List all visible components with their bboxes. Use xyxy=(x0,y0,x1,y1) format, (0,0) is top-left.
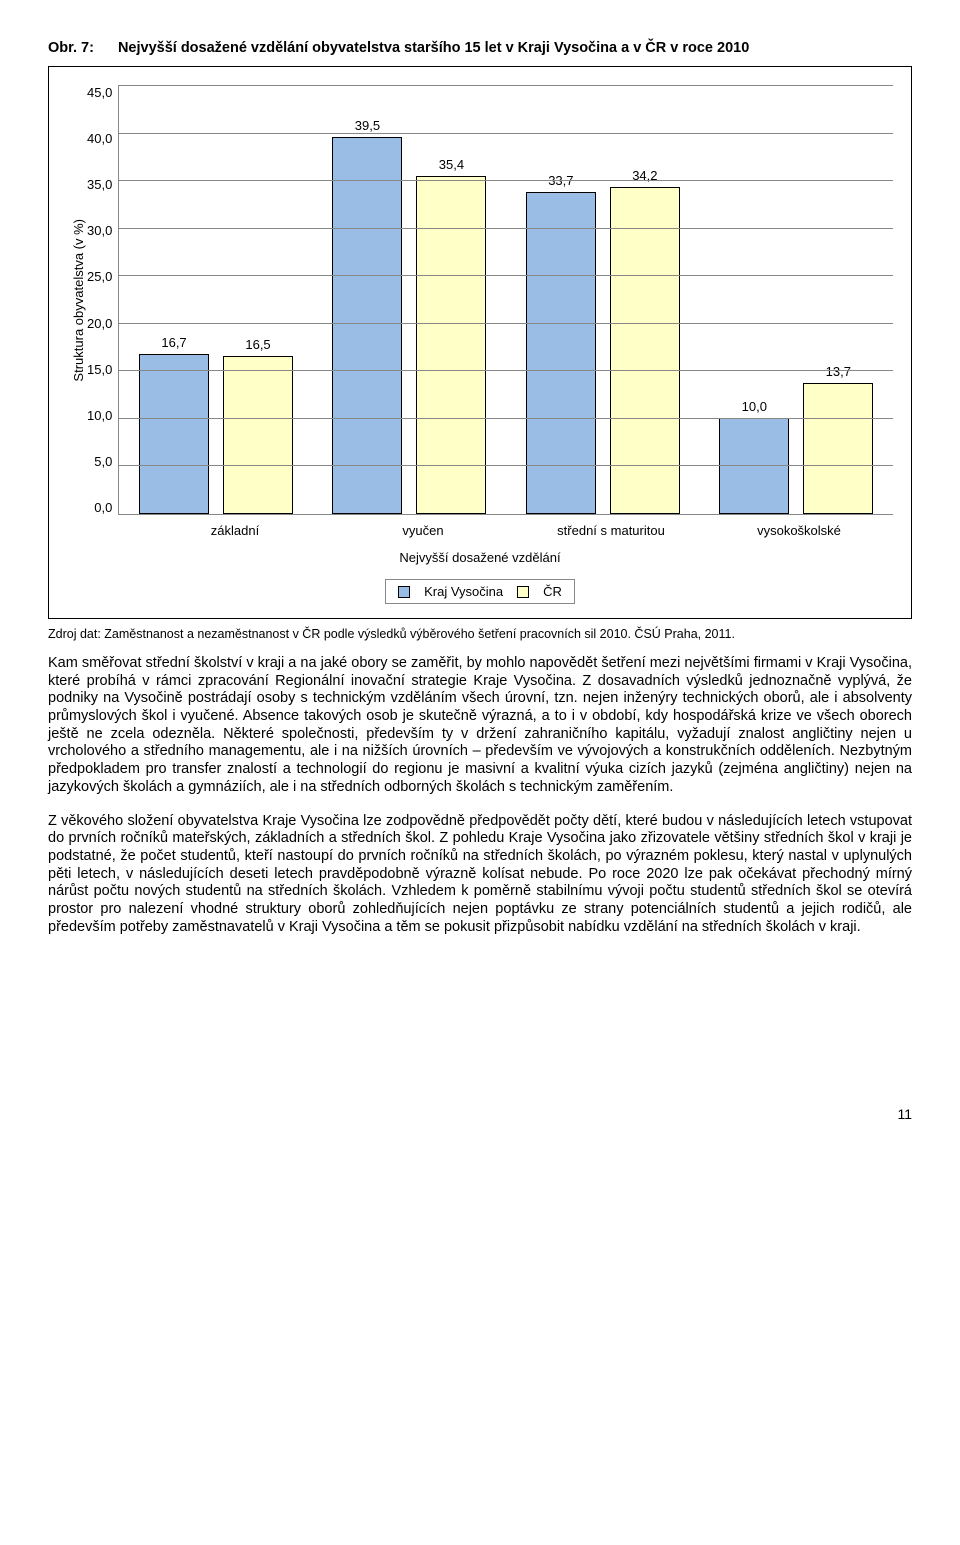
figure-number: Obr. 7: xyxy=(48,40,94,56)
x-category: střední s maturitou xyxy=(517,523,705,538)
bar xyxy=(803,383,873,514)
y-tick: 35,0 xyxy=(87,177,112,192)
gridline xyxy=(119,133,893,134)
legend: Kraj Vysočina ČR xyxy=(67,579,893,604)
page-number: 11 xyxy=(48,1106,912,1122)
bar xyxy=(139,354,209,514)
bar xyxy=(223,356,293,514)
paragraph-2: Z věkového složení obyvatelstva Kraje Vy… xyxy=(48,813,912,937)
y-tick: 0,0 xyxy=(87,500,112,515)
paragraph-1: Kam směřovat střední školství v kraji a … xyxy=(48,655,912,797)
bar-wrap: 16,7 xyxy=(139,335,209,514)
gridline xyxy=(119,180,893,181)
gridline xyxy=(119,418,893,419)
bar-group: 10,0 13,7 xyxy=(700,86,893,514)
bar-wrap: 34,2 xyxy=(610,168,680,514)
source-text: Zdroj dat: Zaměstnanost a nezaměstnanost… xyxy=(48,627,912,641)
bar-group: 33,734,2 xyxy=(506,86,699,514)
gridline xyxy=(119,323,893,324)
x-category: základní xyxy=(141,523,329,538)
bar-wrap: 13,7 xyxy=(803,364,873,514)
bar-value-label: 16,5 xyxy=(245,337,270,352)
bar-wrap: 39,5 xyxy=(332,118,402,514)
legend-label-cr: ČR xyxy=(543,584,562,599)
y-tick: 10,0 xyxy=(87,408,112,423)
bar-wrap: 16,5 xyxy=(223,337,293,514)
bar-value-label: 16,7 xyxy=(161,335,186,350)
bar-wrap: 33,7 xyxy=(526,173,596,514)
bar xyxy=(416,176,486,514)
bar-value-label: 35,4 xyxy=(439,157,464,172)
legend-swatch-cr xyxy=(517,586,529,598)
y-tick: 20,0 xyxy=(87,316,112,331)
y-tick: 25,0 xyxy=(87,269,112,284)
x-axis-label: Nejvyšší dosažené vzdělání xyxy=(67,550,893,565)
x-category: vyučen xyxy=(329,523,517,538)
x-category: vysokoškolské xyxy=(705,523,893,538)
chart-container: Struktura obyvatelstva (v %) 45,0 40,0 35,… xyxy=(48,66,912,619)
bar-value-label: 13,7 xyxy=(826,364,851,379)
y-axis-label: Struktura obyvatelstva (v %) xyxy=(67,219,87,382)
bar-group: 39,5 35,4 xyxy=(313,86,506,514)
bar xyxy=(332,137,402,514)
gridline xyxy=(119,275,893,276)
gridline xyxy=(119,370,893,371)
y-axis-ticks: 45,0 40,0 35,0 30,0 25,0 20,0 15,0 10,0 5,0 0,0 xyxy=(87,85,118,515)
y-tick: 30,0 xyxy=(87,223,112,238)
y-tick: 40,0 xyxy=(87,131,112,146)
figure-title: Nejvyšší dosažené vzdělání obyvatelstva … xyxy=(118,40,749,56)
bar-wrap: 10,0 xyxy=(719,399,789,514)
legend-swatch-kv xyxy=(398,586,410,598)
y-tick: 15,0 xyxy=(87,362,112,377)
bar-value-label: 10,0 xyxy=(742,399,767,414)
bar-value-label: 39,5 xyxy=(355,118,380,133)
gridline xyxy=(119,465,893,466)
gridline xyxy=(119,228,893,229)
plot-area: 16,7 16,5 39,5 35,4 33,734,2 10,0 13,7 xyxy=(118,85,893,515)
legend-label-kv: Kraj Vysočina xyxy=(424,584,503,599)
y-tick: 5,0 xyxy=(87,454,112,469)
bar-wrap: 35,4 xyxy=(416,157,486,514)
y-tick: 45,0 xyxy=(87,85,112,100)
x-axis-categories: základnívyučenstřední s maturitouvysokoš… xyxy=(141,523,893,538)
bar-group: 16,7 16,5 xyxy=(119,86,312,514)
